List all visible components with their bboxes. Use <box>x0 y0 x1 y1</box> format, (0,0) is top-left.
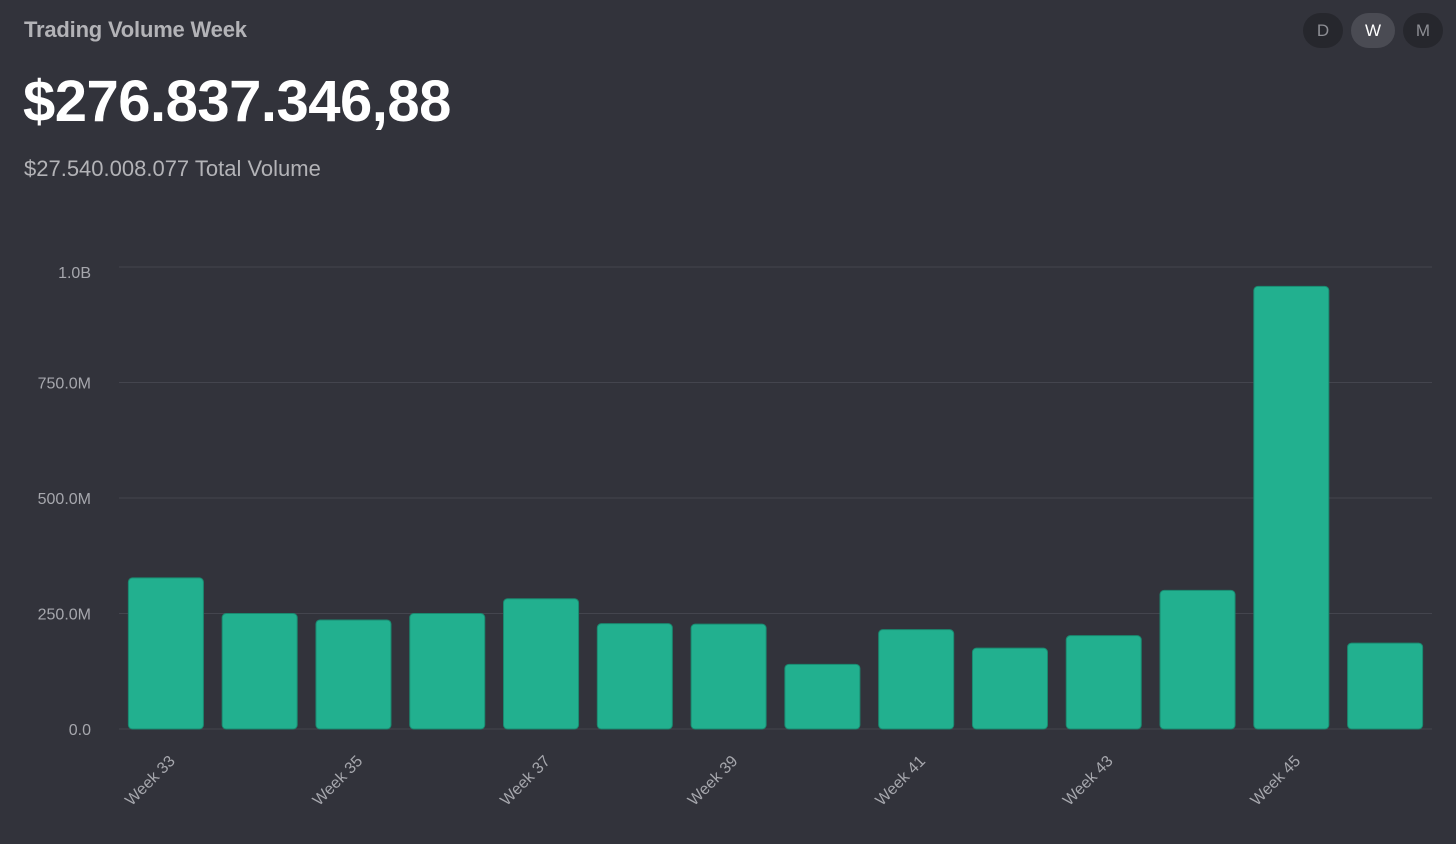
x-tick-label: Week 37 <box>497 753 554 810</box>
bar-week-39[interactable] <box>690 623 767 730</box>
x-tick-label: Week 41 <box>873 753 930 810</box>
y-tick-label: 0.0 <box>69 722 91 739</box>
bar-week-36[interactable] <box>409 613 486 730</box>
bar-week-34[interactable] <box>221 613 298 730</box>
bar-week-42[interactable] <box>971 647 1048 730</box>
weekly-volume-value: $276.837.346,88 <box>23 69 451 134</box>
timeframe-month-button[interactable]: M <box>1403 13 1443 48</box>
x-tick-label: Week 39 <box>685 753 742 810</box>
bar-week-45[interactable] <box>1253 285 1330 730</box>
bar-week-35[interactable] <box>315 619 392 730</box>
x-tick-label: Week 35 <box>310 753 367 810</box>
y-tick-label: 750.0M <box>38 376 91 393</box>
bar-week-46[interactable] <box>1347 642 1424 730</box>
x-tick-label: Week 43 <box>1060 753 1117 810</box>
y-tick-label: 500.0M <box>38 491 91 508</box>
bar-week-41[interactable] <box>878 629 955 730</box>
x-tick-label: Week 45 <box>1248 753 1305 810</box>
timeframe-toggle: D W M <box>1303 13 1443 48</box>
bar-week-40[interactable] <box>784 663 861 730</box>
y-tick-label: 1.0B <box>58 265 91 282</box>
bar-week-37[interactable] <box>503 598 580 730</box>
bar-week-33[interactable] <box>127 577 204 730</box>
chart-title: Trading Volume Week <box>24 17 247 42</box>
timeframe-week-button[interactable]: W <box>1351 13 1395 48</box>
timeframe-day-button[interactable]: D <box>1303 13 1343 48</box>
total-volume-label: $27.540.008.077 Total Volume <box>24 156 321 181</box>
bar-week-38[interactable] <box>596 623 673 730</box>
bar-week-44[interactable] <box>1159 589 1236 730</box>
x-tick-label: Week 33 <box>122 753 179 810</box>
y-tick-label: 250.0M <box>38 607 91 624</box>
bar-week-43[interactable] <box>1065 635 1142 730</box>
